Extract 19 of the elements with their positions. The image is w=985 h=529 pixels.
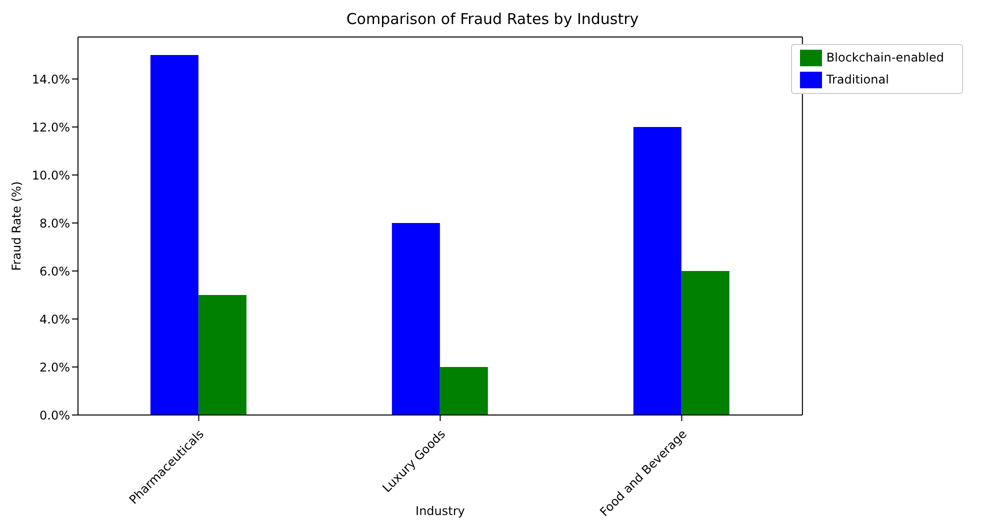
y-tick-label: 4.0% bbox=[40, 312, 70, 326]
y-tick-label: 8.0% bbox=[40, 216, 70, 230]
bar bbox=[198, 295, 246, 415]
bar bbox=[440, 367, 488, 415]
legend-label: Traditional bbox=[826, 72, 889, 86]
y-tick-label: 2.0% bbox=[40, 360, 70, 374]
chart-title: Comparison of Fraud Rates by Industry bbox=[345, 9, 640, 30]
bar bbox=[392, 223, 440, 415]
bar bbox=[681, 271, 730, 415]
bar bbox=[150, 55, 198, 415]
y-axis-title: Fraud Rate (%) bbox=[9, 181, 24, 271]
y-tick-label: 6.0% bbox=[40, 264, 70, 278]
x-axis-title: Industry bbox=[416, 504, 465, 518]
y-tick-label: 14.0% bbox=[32, 72, 70, 86]
legend-label: Blockchain-enabled bbox=[826, 50, 944, 64]
y-tick-label: 12.0% bbox=[32, 120, 70, 134]
y-tick-label: 10.0% bbox=[32, 168, 70, 182]
y-tick-label: 0.0% bbox=[40, 408, 70, 422]
bar bbox=[633, 127, 682, 415]
